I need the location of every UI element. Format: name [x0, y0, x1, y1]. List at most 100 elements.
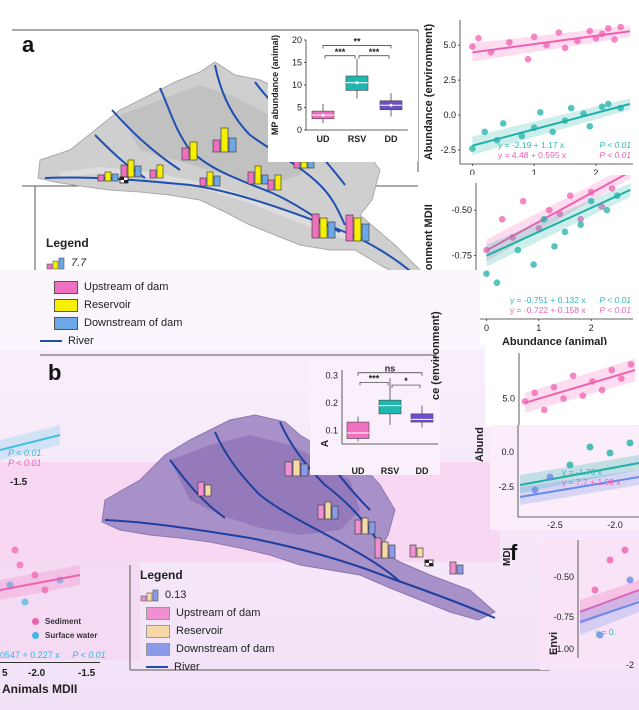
f-fragment-ylabel: Envi	[548, 631, 560, 655]
inset-b-ytick-0: 0.1	[325, 425, 338, 435]
legend-a-label-downstream: Downstream of dam	[84, 317, 183, 329]
scatC-point-0-3	[506, 39, 513, 46]
legend-a-item-reservoir: Reservoir	[54, 296, 182, 314]
e-frag-tick-0: 0.0	[501, 447, 514, 457]
surface-water-dot-icon	[32, 631, 39, 639]
scatE-point-1	[531, 389, 538, 397]
scatC-point-0-15	[617, 23, 624, 31]
inset-a-ytick-2: 10	[292, 80, 302, 90]
legend-b-item-reservoir: Reservoir	[146, 622, 274, 640]
scatC-point-1-14	[617, 104, 624, 112]
scatE-point-2	[540, 406, 548, 414]
scatC-point-1-10	[580, 110, 587, 117]
scatC-point-1-12	[598, 103, 606, 110]
inset-a-bg	[268, 32, 418, 162]
inset-b-ytick-2: 0.3	[325, 370, 338, 380]
left-p-fragment-1: P < 0.01	[8, 448, 42, 458]
scatC-point-0-8	[561, 44, 569, 52]
inset-boxplot-b: 0.10.20.3nimals MDIIUDRSVDD****ns	[310, 360, 440, 475]
scatC-ylabel: Abundance (environment)	[423, 24, 435, 161]
scatE-fitline-0	[524, 369, 636, 404]
scatD-point-1-1	[493, 279, 501, 287]
legend-b-title: Legend	[140, 568, 183, 582]
legend-a-swatch-downstream	[54, 316, 78, 330]
river-line-icon	[40, 340, 62, 342]
scale-bars-icon	[46, 257, 65, 270]
river-line-icon	[146, 666, 168, 668]
inset-a-sigbar-0	[324, 55, 356, 59]
scatC-point-0-6	[543, 41, 550, 49]
e-frag-eq1: y = -1.76 x	[562, 467, 603, 477]
scatC-point-0-7	[555, 29, 563, 36]
legend-b-scale-value: 0.13	[165, 589, 187, 601]
scatE-point-9	[608, 366, 616, 374]
legend-a-swatch-reservoir	[54, 298, 78, 312]
legend-a-item-downstream: Downstream of dam	[54, 314, 182, 332]
scatC-point-0-1	[475, 34, 482, 42]
scatD-point-1-0	[483, 270, 490, 277]
inset-a-sigbar-1	[358, 55, 390, 59]
scatD-point-1-2	[514, 246, 522, 254]
scatC-point-1-3	[499, 120, 507, 127]
legend-a-label-reservoir: Reservoir	[84, 299, 132, 311]
mdi-fragment: MDI	[502, 547, 513, 566]
scatD-point-0-7	[566, 192, 574, 199]
inset-a-mean-2	[389, 103, 393, 107]
scatD-xtick-1: 1	[536, 323, 541, 333]
scatD-point-1-7	[577, 221, 584, 229]
scatC-point-0-13	[604, 25, 612, 32]
scatC-point-1-9	[567, 104, 575, 112]
scatE-point-11	[627, 361, 635, 368]
scatter-c: -2.5 0.0 2.5 5.0 0 1 2 Abundance (environment) y…	[420, 12, 639, 184]
inset-a-ytick-0: 0	[297, 125, 302, 135]
scatD-point-0-3	[519, 197, 527, 205]
panel-letter-a: a	[22, 32, 35, 57]
scatC-point-0-2	[487, 48, 495, 56]
inset-a-ylabel: MP abundance (animal)	[270, 35, 280, 135]
inset-b-siglabel-2: ns	[385, 364, 396, 374]
map-bars-a	[97, 127, 370, 242]
scatC-point-1-13	[604, 100, 612, 108]
legend-b-item-downstream: Downstream of dam	[146, 640, 274, 658]
scatC-xtick-1: 1	[532, 168, 537, 178]
legend-a-scale-value: 7.7	[71, 257, 87, 269]
scatD-point-1-8	[587, 197, 595, 205]
scatE-point-8	[598, 386, 606, 394]
inset-a-cat-0: UD	[317, 134, 330, 144]
scatter-e: 5.0	[485, 345, 639, 427]
scatC-ytick-3: 5.0	[443, 40, 456, 50]
scatE-point-6	[579, 392, 587, 399]
scatE-point-4	[560, 395, 567, 402]
scatC-point-0-12	[598, 30, 606, 38]
figure-top	[12, 29, 421, 279]
scatC-point-1-7	[549, 128, 556, 136]
scatD-xtick-0: 0	[484, 323, 489, 333]
inset-b-siglabel-0: ***	[369, 373, 380, 383]
legend-b-scale: 0.13	[140, 586, 274, 604]
e-frag-xtick-1: -2.0	[607, 520, 623, 530]
scatC-point-0-5	[530, 33, 538, 41]
inset-b-box-1	[378, 399, 402, 415]
legend-surface-water-label: Surface water	[45, 630, 98, 640]
scatC-point-1-0	[469, 145, 476, 152]
scatC-point-1-2	[493, 136, 501, 144]
scatE-point-10	[618, 375, 625, 382]
scatD-ytick-1: -0.75	[451, 251, 472, 261]
inset-a-mean-0	[321, 113, 325, 117]
scatD-fitline-1	[486, 188, 631, 257]
scatD-point-1-5	[551, 243, 558, 250]
legend-b-label-upstream: Upstream of dam	[176, 607, 261, 619]
scatD-p-0: P < 0.01	[599, 295, 631, 305]
left-p-fragment-2: P < 0.01	[8, 458, 42, 468]
scatC-ytick-0: -2.5	[440, 145, 456, 155]
scatD-point-1-10	[614, 192, 621, 199]
legend-b: Legend 0.13 Upstream of dam Reservoir Do…	[140, 568, 274, 676]
scatE-point-5	[569, 372, 577, 380]
inset-b-sigbar-0	[359, 381, 389, 386]
inset-a-siglabel-1: ***	[369, 47, 380, 57]
legend-sediment-label: Sediment	[45, 616, 82, 626]
panel-letter-f: f	[510, 540, 518, 565]
left-tick-fragment: -1.5	[10, 477, 28, 488]
scatC-point-1-4	[518, 132, 526, 140]
scatC-band-1	[472, 98, 630, 155]
